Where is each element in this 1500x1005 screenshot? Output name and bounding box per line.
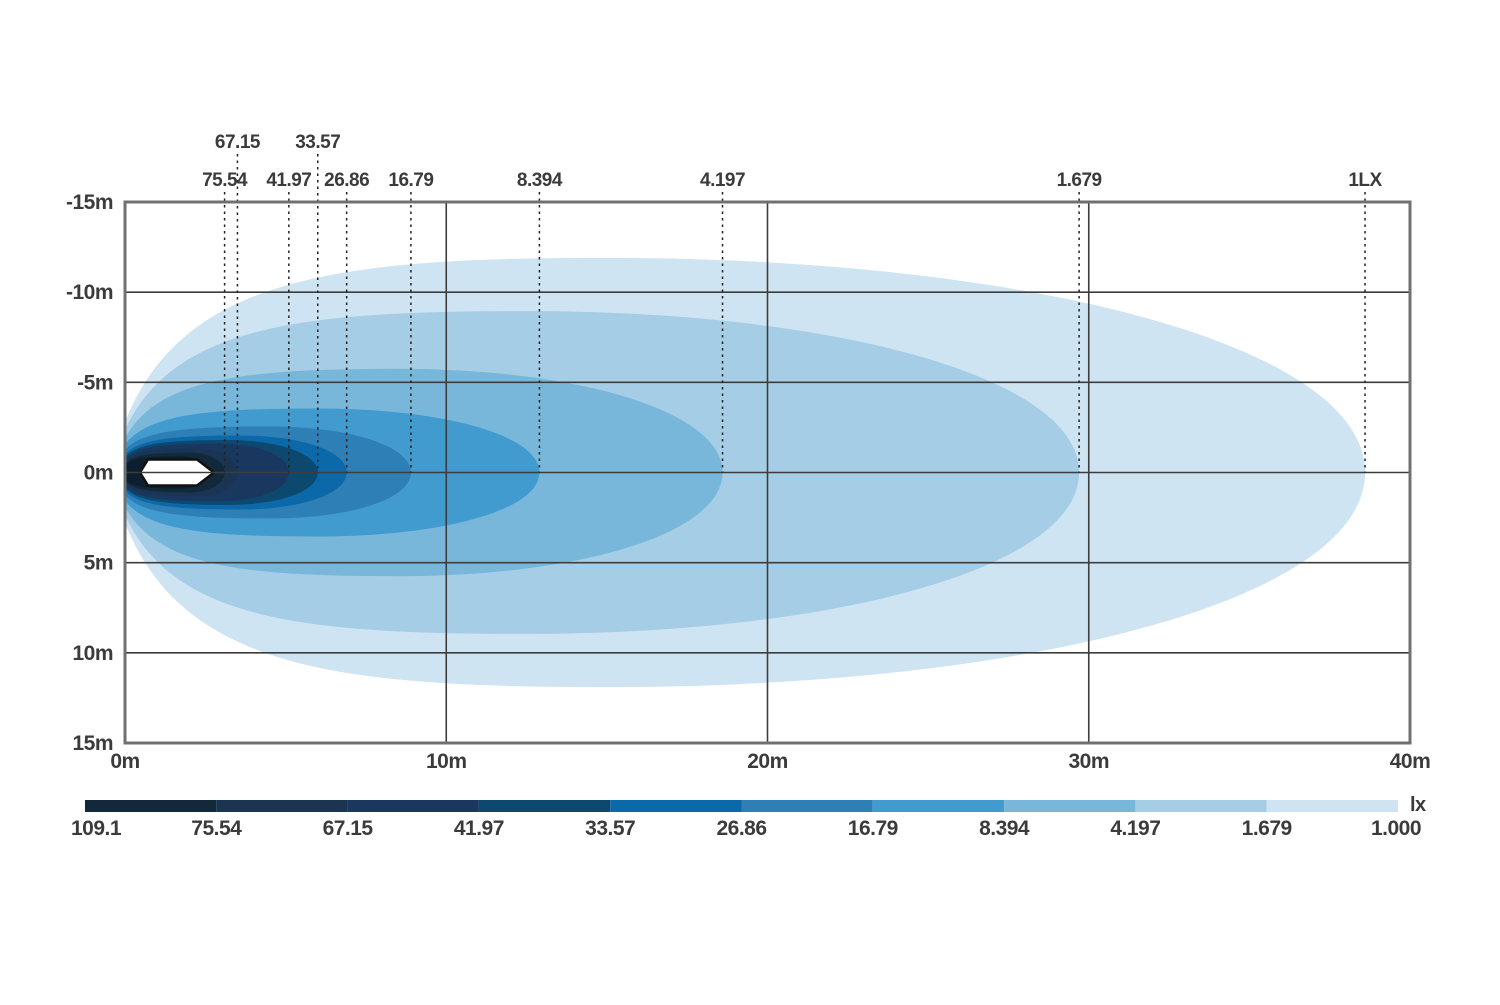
legend-segment-75.54 [216, 800, 348, 812]
legend-color-scale: 109.1 75.54 67.15 41.97 33.57 26.86 16.79 8.394… [71, 794, 1427, 840]
distance-marker-lines [223, 154, 1366, 473]
y-tick--10m: -10m [66, 281, 113, 304]
contour-label-16.79: 16.79 [388, 170, 433, 191]
y-tick--5m: -5m [77, 371, 113, 394]
legend-label-1.679: 1.679 [1242, 817, 1292, 840]
legend-label-41.97: 41.97 [454, 817, 504, 840]
x-tick-0m: 0m [110, 750, 139, 773]
legend-label-75.54: 75.54 [191, 817, 242, 840]
contour-label-4.197: 4.197 [700, 170, 745, 191]
legend-label-67.15: 67.15 [323, 817, 374, 840]
contour-label-1LX: 1LX [1348, 170, 1382, 191]
y-axis-tick-labels: -15m -10m -5m 0m 5m 10m 15m [66, 191, 114, 755]
grid-lines [125, 202, 1410, 743]
contour-label-41.97: 41.97 [266, 170, 311, 191]
x-tick-20m: 20m [747, 750, 788, 773]
legend-segment-8.394 [1004, 800, 1136, 812]
legend-unit-label: lx [1410, 794, 1426, 816]
contour-label-75.54: 75.54 [202, 170, 248, 191]
legend-segment-26.86 [741, 800, 873, 812]
y-tick-15m: 15m [72, 732, 113, 755]
contour-label-1.679: 1.679 [1057, 170, 1102, 191]
y-tick-5m: 5m [84, 552, 113, 575]
legend-label-1.000: 1.000 [1371, 817, 1421, 840]
legend-segment-16.79 [872, 800, 1005, 812]
legend-segment-33.57 [610, 800, 742, 812]
y-tick-0m: 0m [84, 462, 113, 485]
x-tick-40m: 40m [1390, 750, 1431, 773]
y-tick--15m: -15m [66, 191, 113, 214]
contour-label-8.394: 8.394 [517, 170, 563, 191]
contour-label-67.15: 67.15 [215, 132, 261, 153]
legend-label-16.79: 16.79 [848, 817, 898, 840]
y-tick-10m: 10m [72, 642, 113, 665]
x-axis-tick-labels: 0m 10m 20m 30m 40m [110, 750, 1430, 773]
contour-label-33.57: 33.57 [295, 132, 340, 153]
legend-segment-67.15 [347, 800, 479, 812]
legend-segment-41.97 [478, 800, 611, 812]
legend-label-26.86: 26.86 [716, 817, 766, 840]
plot-border [123, 200, 1412, 745]
legend-label-109.1: 109.1 [71, 817, 122, 840]
legend-segment-109.1 [85, 800, 217, 812]
x-tick-10m: 10m [426, 750, 467, 773]
contour-labels: 1LX 1.679 4.197 8.394 16.79 26.86 33.57 41.9767… [202, 132, 1383, 191]
contour-label-26.86: 26.86 [324, 170, 369, 191]
x-tick-30m: 30m [1068, 750, 1109, 773]
legend-label-4.197: 4.197 [1110, 817, 1160, 840]
legend-segment-4.197 [1135, 800, 1267, 812]
plot-frame [123, 200, 1412, 745]
legend-label-8.394: 8.394 [979, 817, 1030, 840]
legend-label-33.57: 33.57 [585, 817, 635, 840]
legend-segment-1.679 [1266, 800, 1398, 812]
